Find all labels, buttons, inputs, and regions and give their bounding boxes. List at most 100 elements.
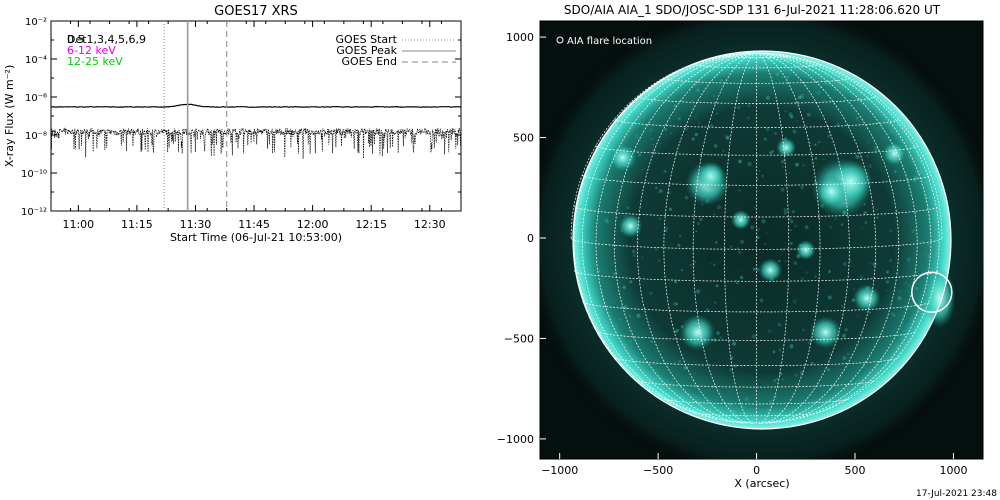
x-tick-label: 11:00 [62, 218, 94, 231]
surface-speckle [740, 239, 745, 244]
surface-speckle [735, 411, 737, 414]
surface-speckle [796, 254, 801, 259]
surface-speckle [606, 220, 610, 224]
surface-speckle [769, 151, 773, 155]
surface-speckle [652, 148, 656, 152]
surface-speckle [773, 378, 777, 382]
surface-speckle [777, 322, 782, 327]
surface-speckle [788, 217, 791, 220]
surface-speckle [693, 260, 696, 264]
surface-speckle [746, 116, 751, 120]
surface-speckle [712, 112, 714, 114]
surface-speckle [579, 205, 582, 209]
surface-speckle [761, 219, 766, 224]
surface-speckle [737, 250, 742, 255]
surface-speckle [765, 127, 770, 132]
grid-latitude-line [614, 357, 899, 367]
grid-latitude-line [693, 412, 820, 417]
surface-speckle [912, 228, 916, 232]
surface-speckle [795, 162, 799, 167]
grid-latitude-line [582, 301, 932, 313]
surface-speckle [868, 164, 872, 169]
surface-speckle [664, 337, 668, 341]
grid-longitude-line [637, 52, 757, 424]
active-region [852, 284, 881, 313]
grid-longitude-line [614, 52, 757, 424]
surface-speckle [805, 271, 809, 274]
surface-speckle [868, 141, 870, 144]
x-tick-label: 11:15 [121, 218, 153, 231]
surface-speckle [782, 165, 784, 168]
surface-speckle [784, 260, 787, 263]
x-tick-label: 11:45 [238, 218, 270, 231]
surface-speckle [668, 207, 672, 211]
surface-speckle [632, 253, 637, 258]
surface-speckle [865, 143, 867, 145]
surface-speckle [761, 174, 764, 177]
surface-speckle [794, 101, 798, 105]
surface-speckle [851, 181, 853, 183]
surface-speckle [806, 112, 811, 117]
surface-speckle [600, 321, 605, 326]
surface-speckle [783, 64, 788, 68]
aia-x-tick-label: −500 [643, 464, 673, 477]
surface-speckle [827, 134, 831, 138]
surface-speckle [631, 249, 636, 254]
surface-speckle [863, 211, 867, 215]
surface-speckle [817, 368, 819, 370]
goes-title: GOES17 XRS [214, 4, 298, 19]
surface-speckle [773, 395, 778, 399]
surface-speckle [796, 120, 799, 122]
surface-speckle [788, 172, 790, 174]
surface-speckle [869, 262, 871, 265]
aia-image-group [540, 21, 983, 459]
goes-y-label: X-ray Flux (W m⁻²) [3, 65, 16, 167]
goes-x-label: Start Time (06-Jul-21 10:53:00) [170, 231, 342, 244]
surface-speckle [776, 377, 779, 380]
surface-speckle [658, 217, 661, 220]
surface-speckle [772, 350, 776, 354]
surface-speckle [677, 329, 680, 331]
aia-x-tick-label: 1000 [939, 464, 967, 477]
surface-speckle [864, 221, 868, 225]
surface-speckle [895, 345, 899, 349]
surface-speckle [624, 214, 627, 217]
y-tick-label: 10⁻¹² [21, 207, 47, 218]
surface-speckle [662, 91, 667, 97]
series-line-upper [51, 103, 461, 108]
surface-speckle [828, 270, 832, 274]
surface-speckle [771, 150, 774, 153]
surface-speckle [891, 131, 893, 134]
surface-speckle [631, 156, 634, 158]
surface-speckle [592, 202, 596, 207]
surface-speckle [823, 333, 825, 336]
surface-speckle [791, 209, 796, 214]
surface-speckle [783, 211, 788, 215]
surface-speckle [911, 229, 915, 234]
surface-speckle [917, 170, 923, 175]
surface-speckle [739, 275, 744, 280]
surface-speckle [789, 344, 794, 349]
legend-goes-start: GOES Start [336, 33, 398, 46]
surface-speckle [783, 137, 788, 141]
grid-longitude-line [756, 52, 943, 239]
surface-speckle [872, 262, 877, 267]
surface-speckle [913, 320, 917, 324]
surface-speckle [844, 328, 848, 332]
surface-speckle [738, 159, 742, 164]
surface-speckle [857, 344, 859, 347]
surface-speckle [876, 209, 878, 211]
surface-speckle [649, 128, 653, 133]
series-line-noisy [51, 127, 461, 159]
flare-location-circle [911, 271, 953, 313]
grid-latitude-line [573, 270, 940, 282]
surface-speckle [827, 130, 831, 134]
surface-speckle [649, 291, 653, 296]
surface-speckle [680, 90, 685, 95]
surface-speckle [699, 155, 702, 158]
active-region [679, 314, 716, 351]
surface-speckle [926, 196, 929, 200]
surface-speckle [783, 71, 785, 73]
active-region [776, 137, 797, 158]
